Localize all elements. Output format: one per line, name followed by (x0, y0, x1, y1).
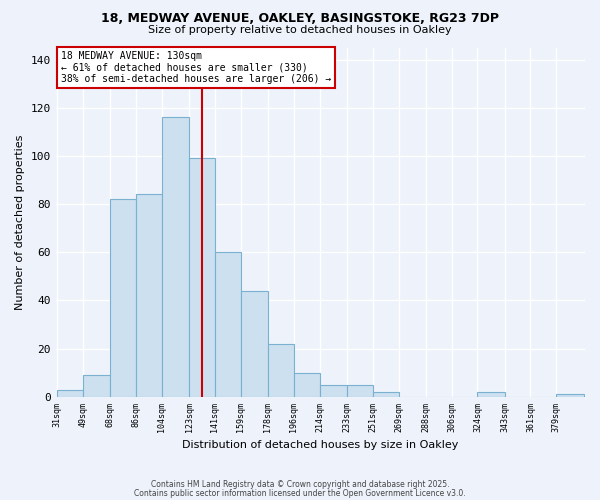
Bar (110, 200, 136, 397)
Bar (320, 385, 347, 397)
Bar (189, 158, 215, 397)
Bar (294, 372, 320, 397)
Bar (556, 394, 584, 397)
Bar (478, 392, 505, 397)
Text: 18 MEDWAY AVENUE: 130sqm
← 61% of detached houses are smaller (330)
38% of semi-: 18 MEDWAY AVENUE: 130sqm ← 61% of detach… (61, 51, 331, 84)
Bar (162, 118, 189, 397)
Text: Size of property relative to detached houses in Oakley: Size of property relative to detached ho… (148, 25, 452, 35)
Text: 18, MEDWAY AVENUE, OAKLEY, BASINGSTOKE, RG23 7DP: 18, MEDWAY AVENUE, OAKLEY, BASINGSTOKE, … (101, 12, 499, 26)
Bar (215, 252, 241, 397)
Bar (57, 390, 83, 397)
X-axis label: Distribution of detached houses by size in Oakley: Distribution of detached houses by size … (182, 440, 458, 450)
Bar (83, 375, 110, 397)
Bar (347, 385, 373, 397)
Text: Contains HM Land Registry data © Crown copyright and database right 2025.: Contains HM Land Registry data © Crown c… (151, 480, 449, 489)
Y-axis label: Number of detached properties: Number of detached properties (15, 134, 25, 310)
Text: Contains public sector information licensed under the Open Government Licence v3: Contains public sector information licen… (134, 488, 466, 498)
Bar (268, 344, 294, 397)
Bar (241, 291, 268, 397)
Bar (373, 392, 398, 397)
Bar (136, 194, 162, 397)
